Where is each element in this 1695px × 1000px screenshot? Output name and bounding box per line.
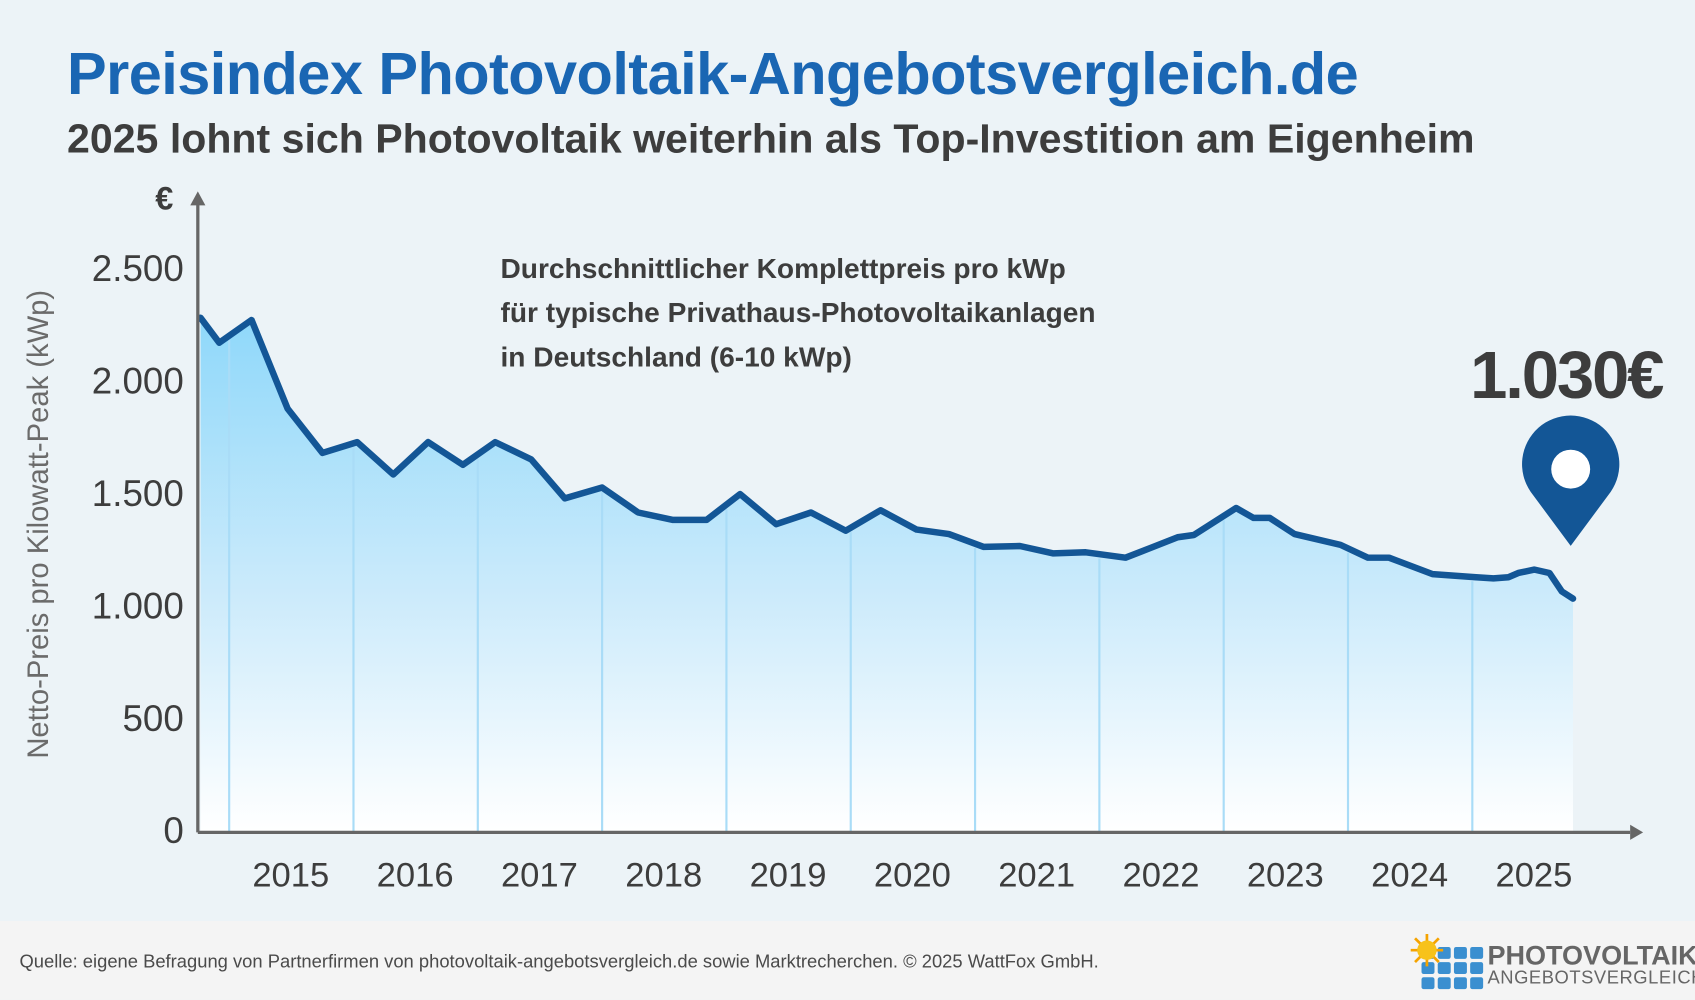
y-axis-arrow bbox=[190, 191, 206, 206]
x-tick-label: 2024 bbox=[1371, 856, 1448, 894]
description-line: Durchschnittlicher Komplettpreis pro kWp bbox=[500, 251, 1066, 285]
y-tick-label: 2.500 bbox=[92, 248, 184, 289]
y-unit: € bbox=[155, 181, 173, 217]
x-axis-arrow bbox=[1630, 824, 1644, 840]
x-tick-label: 2015 bbox=[252, 856, 329, 894]
x-tick-label: 2017 bbox=[501, 856, 578, 894]
x-tick-label: 2018 bbox=[625, 856, 702, 894]
y-tick-label: 1.500 bbox=[92, 473, 184, 514]
source-note: Quelle: eigene Befragung von Partnerfirm… bbox=[19, 951, 1099, 972]
y-axis-label: Netto-Preis pro Kilowatt-Peak (kWp) bbox=[22, 289, 55, 759]
solar-panel-icon bbox=[1410, 933, 1484, 990]
chart-description: Durchschnittlicher Komplettpreis pro kWp… bbox=[501, 246, 1096, 379]
x-tick-label: 2019 bbox=[750, 856, 827, 894]
description-line: für typische Privathaus-Photovoltaikanla… bbox=[500, 296, 1096, 329]
x-tick-label: 2016 bbox=[377, 856, 454, 894]
price-area bbox=[200, 317, 1574, 832]
logo-text-secondary: ANGEBOTSVERGLEICH bbox=[1487, 967, 1695, 989]
x-tick-label: 2022 bbox=[1123, 856, 1200, 894]
x-tick-label: 2023 bbox=[1247, 856, 1324, 894]
x-tick-label: 2021 bbox=[998, 856, 1075, 894]
page-title: Preisindex Photovoltaik-Angebotsvergleic… bbox=[67, 39, 1359, 108]
description-line: in Deutschland (6-10 kWp) bbox=[500, 340, 852, 373]
logo-text-primary: PHOTOVOLTAIK bbox=[1487, 940, 1695, 971]
map-pin-icon bbox=[1522, 415, 1620, 546]
y-tick-label: 0 bbox=[163, 810, 183, 851]
brand-logo: PHOTOVOLTAIK ANGEBOTSVERGLEICH bbox=[1409, 932, 1695, 991]
footer: Quelle: eigene Befragung von Partnerfirm… bbox=[0, 921, 1695, 1000]
x-tick-label: 2020 bbox=[874, 856, 951, 894]
x-tick-label: 2025 bbox=[1495, 856, 1572, 894]
y-tick-label: 500 bbox=[122, 698, 183, 739]
page-subtitle: 2025 lohnt sich Photovoltaik weiterhin a… bbox=[67, 116, 1475, 163]
y-tick-label: 2.000 bbox=[92, 360, 184, 401]
y-tick-label: 1.000 bbox=[92, 585, 184, 626]
current-price-label: 1.030€ bbox=[1470, 338, 1664, 413]
